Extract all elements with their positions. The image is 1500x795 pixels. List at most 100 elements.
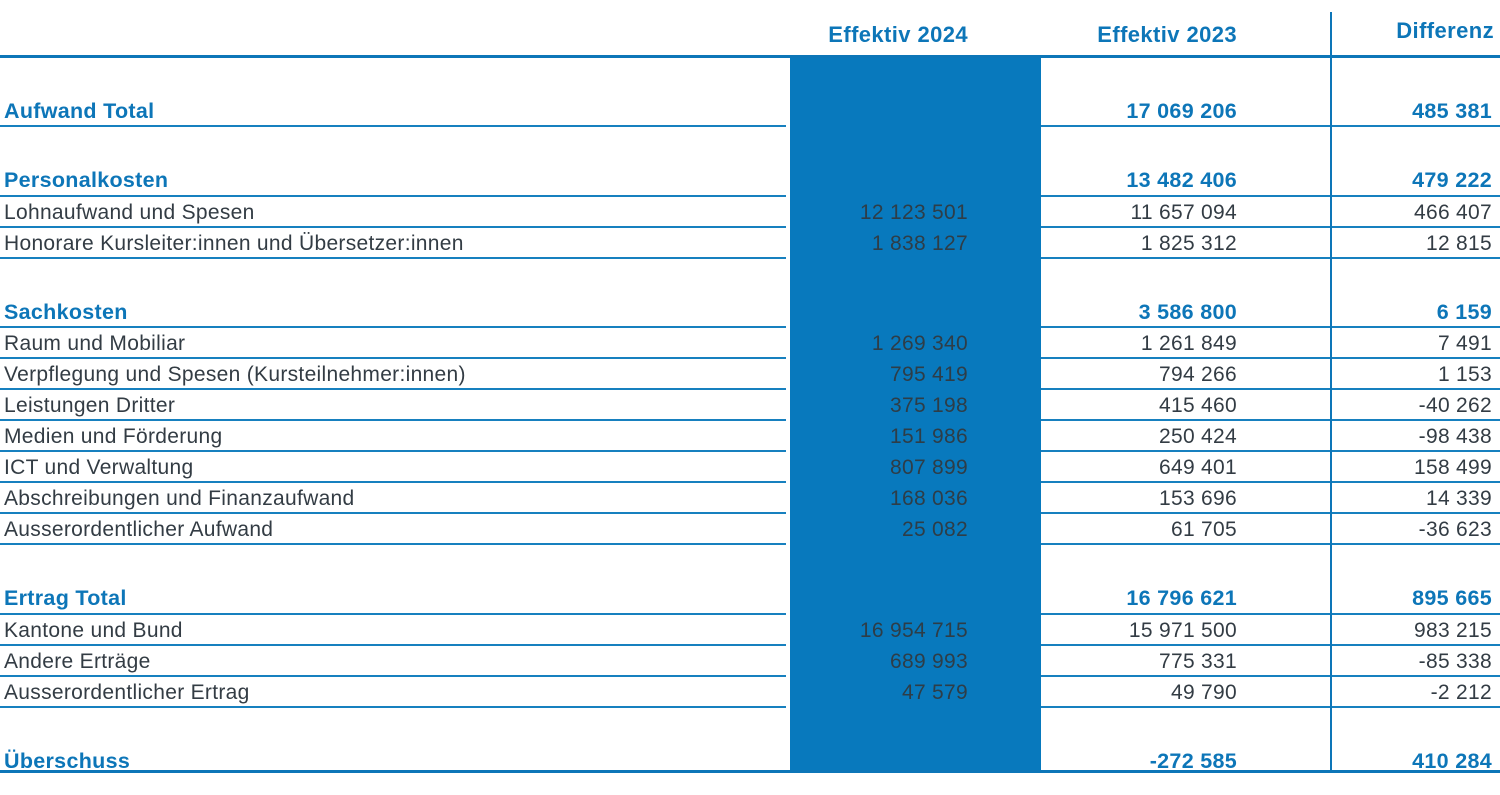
row-underline bbox=[1330, 256, 1500, 259]
value-differenz: 895 665 bbox=[1412, 586, 1492, 610]
row-underline bbox=[1041, 388, 1330, 390]
row-label: Kantone und Bund bbox=[4, 618, 183, 642]
table-row: Verpflegung und Spesen (Kursteilnehmer:i… bbox=[0, 359, 1500, 390]
row-label: Medien und Förderung bbox=[4, 425, 223, 448]
differenz-column-divider bbox=[1330, 12, 1332, 771]
row-underline bbox=[0, 643, 786, 646]
row-underline bbox=[1041, 674, 1330, 677]
value-differenz: 983 215 bbox=[1413, 618, 1492, 642]
column-header-effektiv-2023: Effektiv 2023 bbox=[1097, 22, 1237, 47]
value-differenz: 485 381 bbox=[1412, 98, 1492, 123]
value-effektiv-2023: 3 586 800 bbox=[1138, 299, 1237, 324]
row-label: Sachkosten bbox=[4, 299, 128, 324]
value-effektiv-2023: 649 401 bbox=[1158, 456, 1237, 479]
row-underline bbox=[1041, 705, 1330, 708]
effektiv-2024-band bbox=[790, 57, 1041, 772]
row-underline bbox=[1041, 326, 1330, 328]
table-row: Ausserordentlicher Aufwand 25 082 61 705 -3… bbox=[0, 514, 1500, 545]
table-row: Lohnaufwand und Spesen 12 123 501 11 657 0… bbox=[0, 197, 1500, 228]
value-effektiv-2023: 1 825 312 bbox=[1140, 231, 1237, 255]
row-label: Abschreibungen und Finanzaufwand bbox=[4, 487, 355, 510]
row-underline bbox=[1330, 543, 1500, 545]
bottom-rule bbox=[0, 770, 1500, 773]
value-effektiv-2023: 15 971 500 bbox=[1128, 618, 1237, 642]
row-underline bbox=[0, 674, 786, 677]
row-underline bbox=[0, 125, 786, 127]
row-underline bbox=[1330, 481, 1500, 483]
spacer-row bbox=[0, 708, 1500, 744]
row-label: Verpflegung und Spesen (Kursteilnehmer:i… bbox=[4, 363, 466, 386]
row-underline bbox=[1330, 643, 1500, 646]
value-effektiv-2024: 795 419 bbox=[889, 363, 968, 386]
row-underline bbox=[0, 705, 786, 708]
row-underline bbox=[1330, 194, 1500, 197]
row-underline bbox=[1041, 481, 1330, 483]
value-differenz: 1 153 bbox=[1437, 363, 1492, 386]
row-underline bbox=[0, 481, 786, 483]
value-effektiv-2023: 1 261 849 bbox=[1140, 332, 1237, 355]
row-underline bbox=[0, 543, 786, 545]
row-label: Andere Erträge bbox=[4, 649, 151, 673]
row-underline bbox=[1041, 450, 1330, 452]
value-differenz: 6 159 bbox=[1436, 299, 1492, 324]
value-effektiv-2023: 415 460 bbox=[1158, 394, 1237, 417]
row-underline bbox=[1041, 543, 1330, 545]
value-effektiv-2023: -272 585 bbox=[1149, 748, 1237, 773]
row-label: Ausserordentlicher Ertrag bbox=[4, 680, 250, 704]
row-underline bbox=[1330, 612, 1500, 615]
spacer-row bbox=[0, 58, 1500, 94]
row-underline bbox=[1330, 512, 1500, 514]
row-underline bbox=[0, 419, 786, 421]
row-underline bbox=[1330, 674, 1500, 677]
value-effektiv-2023: 153 696 bbox=[1158, 487, 1237, 510]
value-differenz: -2 212 bbox=[1430, 680, 1492, 704]
column-header-differenz: Differenz bbox=[1396, 18, 1494, 43]
value-effektiv-2024: 1 838 127 bbox=[871, 231, 968, 255]
row-underline bbox=[1330, 357, 1500, 359]
row-label: Personalkosten bbox=[4, 168, 169, 192]
table-row: Personalkosten 13 482 406 479 222 bbox=[0, 163, 1500, 197]
row-underline bbox=[1041, 512, 1330, 514]
table-row: Aufwand Total 17 069 206 485 381 bbox=[0, 93, 1500, 127]
row-underline bbox=[1330, 225, 1500, 228]
value-effektiv-2023: 61 705 bbox=[1170, 518, 1237, 541]
row-underline bbox=[1041, 612, 1330, 615]
row-label: Aufwand Total bbox=[4, 98, 155, 123]
row-underline bbox=[0, 388, 786, 390]
value-effektiv-2023: 794 266 bbox=[1158, 363, 1237, 386]
row-underline bbox=[1330, 326, 1500, 328]
row-label: Honorare Kursleiter:innen und Übersetzer… bbox=[4, 231, 464, 255]
value-differenz: -85 338 bbox=[1418, 649, 1492, 673]
row-label: Raum und Mobiliar bbox=[4, 332, 186, 355]
value-differenz: -40 262 bbox=[1418, 394, 1492, 417]
value-effektiv-2024: 47 579 bbox=[901, 680, 968, 704]
row-underline bbox=[0, 450, 786, 452]
header-rule bbox=[0, 55, 1500, 58]
value-differenz: 479 222 bbox=[1412, 168, 1492, 192]
table-row: Sachkosten 3 586 800 6 159 bbox=[0, 294, 1500, 328]
value-effektiv-2023: 11 657 094 bbox=[1130, 200, 1237, 224]
row-underline bbox=[1330, 125, 1500, 127]
table-row: Ausserordentlicher Ertrag 47 579 49 790 -2 … bbox=[0, 677, 1500, 708]
row-underline bbox=[1041, 225, 1330, 228]
table-row: ICT und Verwaltung 807 899 649 401 158 499 bbox=[0, 452, 1500, 483]
row-label: Lohnaufwand und Spesen bbox=[4, 200, 255, 224]
row-underline bbox=[1330, 705, 1500, 708]
row-underline bbox=[1330, 419, 1500, 421]
value-effektiv-2023: 16 796 621 bbox=[1126, 586, 1237, 610]
value-effektiv-2023: 13 482 406 bbox=[1126, 168, 1237, 192]
table-row: Raum und Mobiliar 1 269 340 1 261 849 7 491 bbox=[0, 328, 1500, 359]
value-differenz: -98 438 bbox=[1418, 425, 1492, 448]
spacer-row bbox=[0, 545, 1500, 581]
value-effektiv-2023: 250 424 bbox=[1158, 425, 1237, 448]
table-row: Ertrag Total 16 796 621 895 665 bbox=[0, 581, 1500, 615]
value-effektiv-2024: 151 986 bbox=[889, 425, 968, 448]
value-effektiv-2024: 689 993 bbox=[889, 649, 968, 673]
value-effektiv-2023: 49 790 bbox=[1170, 680, 1237, 704]
column-header-effektiv-2024: Effektiv 2024 bbox=[828, 22, 968, 47]
value-effektiv-2024: 1 269 340 bbox=[871, 332, 968, 355]
value-effektiv-2024: 16 954 715 bbox=[859, 618, 968, 642]
value-effektiv-2024: 168 036 bbox=[889, 487, 968, 510]
row-underline bbox=[1041, 643, 1330, 646]
